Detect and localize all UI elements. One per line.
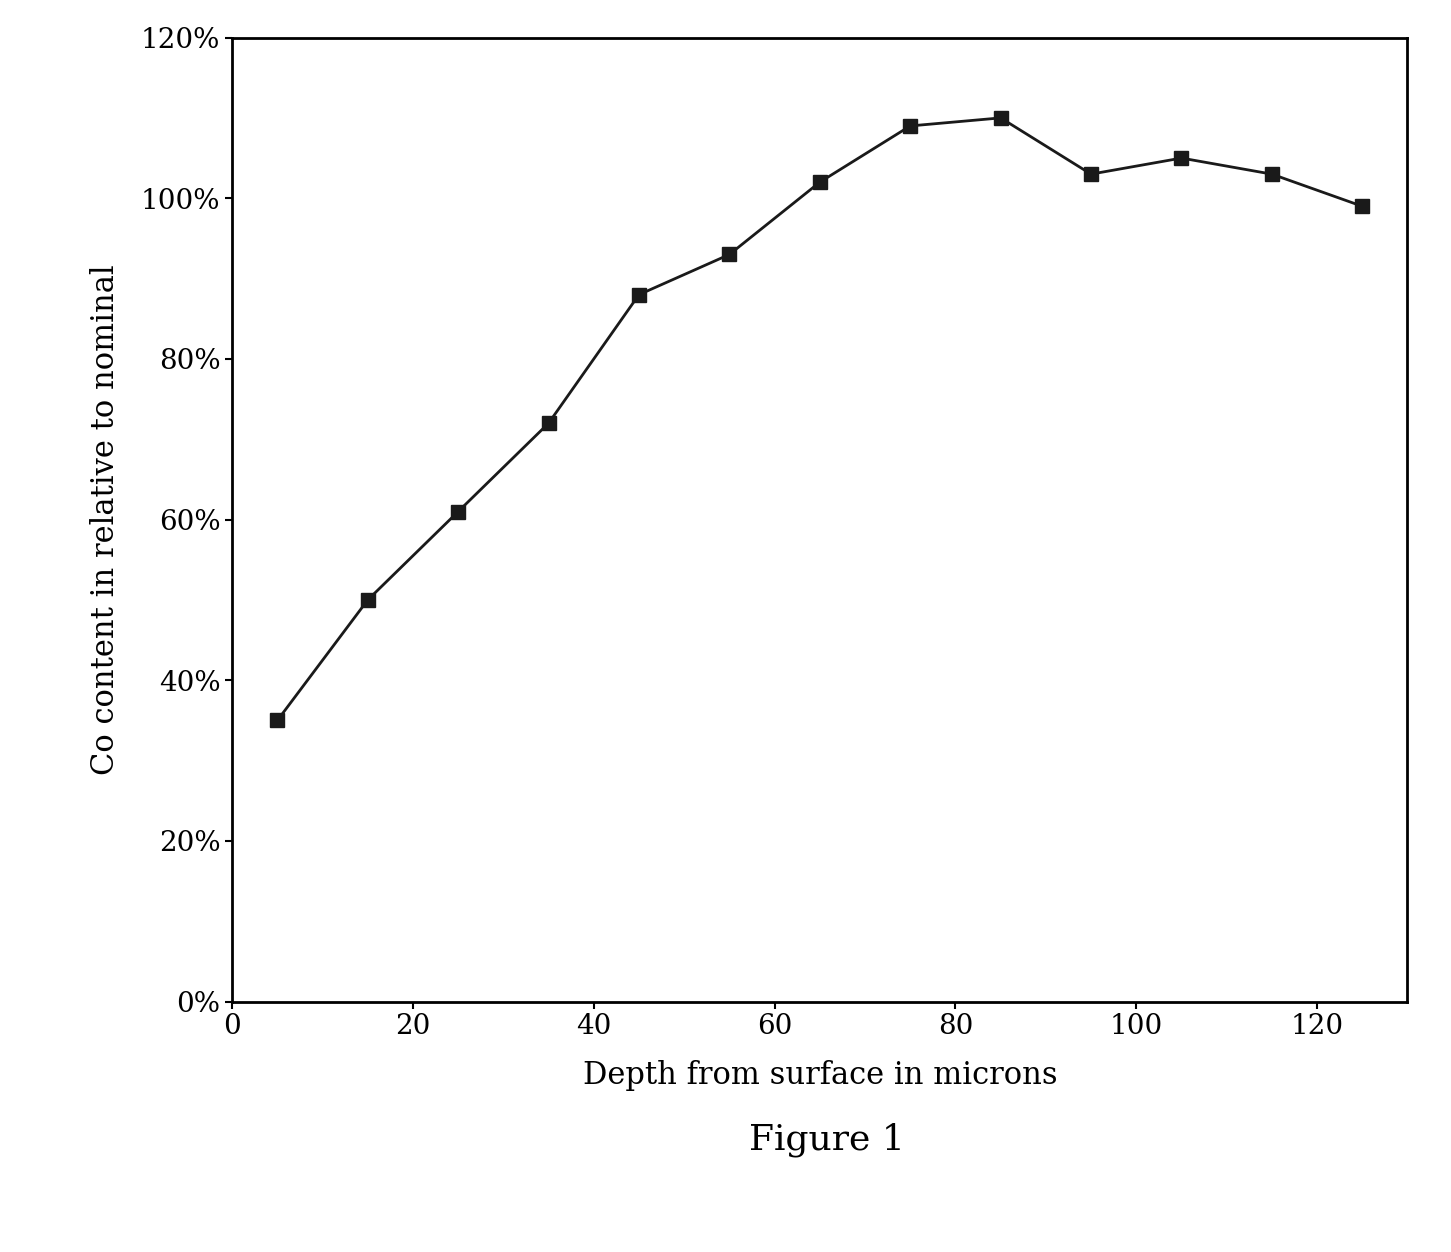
X-axis label: Depth from surface in microns: Depth from surface in microns bbox=[582, 1060, 1058, 1090]
Y-axis label: Co content in relative to nominal: Co content in relative to nominal bbox=[90, 264, 122, 775]
Text: Figure 1: Figure 1 bbox=[749, 1122, 905, 1157]
